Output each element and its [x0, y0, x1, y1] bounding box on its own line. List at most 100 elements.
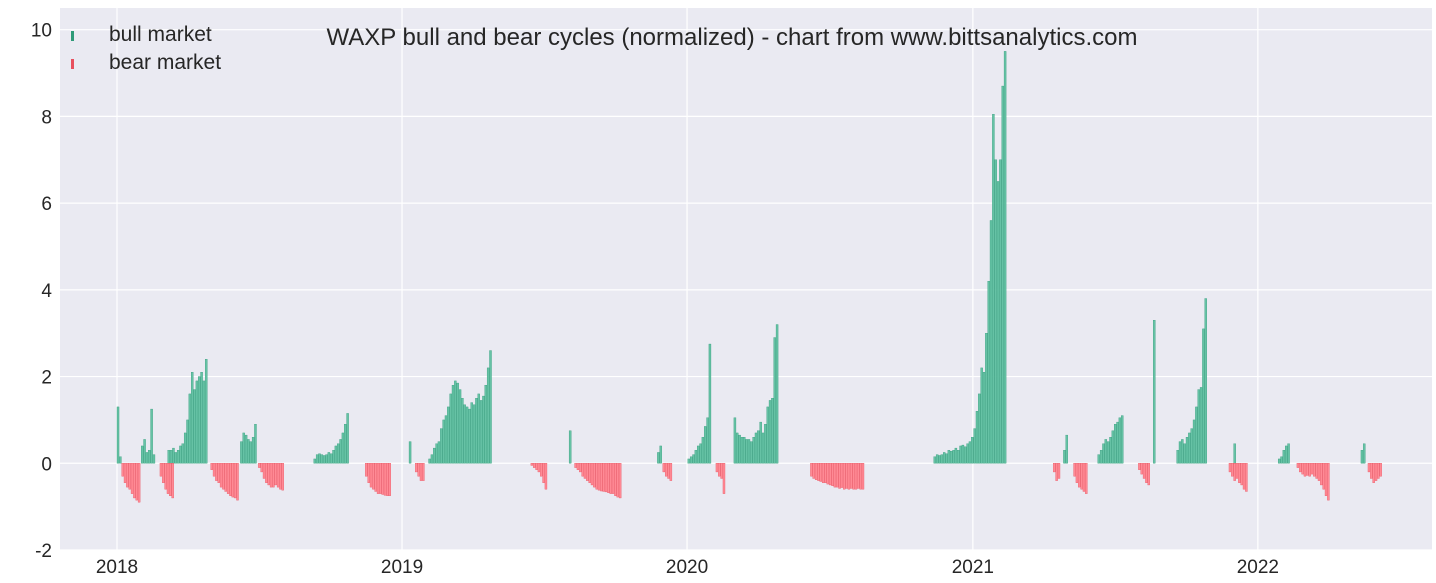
bull-bar — [985, 333, 988, 464]
bull-bar — [198, 376, 201, 464]
bull-bar — [750, 441, 753, 464]
bull-bar — [181, 443, 185, 464]
bear-bar — [166, 463, 170, 494]
bars-layer — [116, 51, 1382, 503]
bear-bar — [824, 463, 827, 483]
bull-bar — [950, 450, 953, 464]
bull-bar — [346, 413, 349, 464]
x-tick-label: 2020 — [666, 557, 708, 578]
bull-bar — [489, 350, 492, 464]
bear-bar — [817, 463, 820, 481]
bear-bar — [847, 463, 851, 490]
bull-bar — [938, 455, 941, 464]
bull-bar — [740, 437, 744, 464]
bull-bar — [745, 439, 748, 464]
bull-bar — [982, 372, 986, 464]
bear-bar — [1235, 463, 1239, 479]
bear-bar — [1073, 463, 1076, 477]
bear-bar — [169, 463, 172, 496]
bull-bar — [247, 439, 250, 464]
bull-bar — [1099, 450, 1103, 464]
bear-bar — [843, 463, 846, 490]
bear-bar — [1057, 463, 1061, 479]
bull-bar — [167, 450, 170, 464]
legend-swatch-bear — [71, 59, 74, 69]
bear-bar — [1310, 463, 1314, 475]
y-tick-label: 4 — [41, 281, 52, 302]
bull-bar — [978, 393, 981, 464]
bear-bar — [417, 463, 420, 477]
bull-bar — [191, 372, 194, 464]
bull-bar — [437, 441, 441, 464]
bear-bar — [415, 463, 418, 473]
bear-bar — [226, 463, 230, 494]
bull-bar — [205, 359, 208, 464]
bear-bar — [128, 463, 131, 490]
bear-bar — [276, 463, 280, 488]
bull-bar — [1003, 51, 1007, 464]
bear-bar — [852, 463, 855, 490]
bear-bar — [579, 463, 582, 473]
bull-bar — [933, 456, 937, 464]
bear-bar — [229, 463, 232, 496]
bear-bar — [164, 463, 167, 490]
bull-bar — [195, 380, 199, 464]
bull-bar — [954, 447, 958, 464]
bull-bar — [442, 419, 445, 464]
bull-bar — [768, 400, 772, 464]
bear-bar — [217, 463, 220, 483]
bear-bar — [854, 463, 858, 490]
bear-bar — [609, 463, 612, 494]
bull-bar — [484, 385, 488, 464]
bear-bar — [590, 463, 594, 486]
bull-bar — [463, 404, 466, 464]
bear-bar — [715, 463, 719, 473]
bull-bar — [704, 426, 707, 464]
bear-bar — [383, 463, 387, 496]
bear-bar — [604, 463, 608, 493]
bear-bar — [281, 463, 284, 491]
bear-bar — [1374, 463, 1378, 481]
bull-bar — [461, 398, 464, 464]
bear-bar — [162, 463, 165, 483]
bull-bar — [251, 437, 255, 464]
bull-bar — [940, 454, 944, 464]
bear-bar — [130, 463, 134, 494]
bear-bar — [1296, 463, 1300, 468]
bear-bar — [722, 463, 726, 494]
bear-bar — [159, 463, 163, 477]
bull-bar — [341, 432, 345, 464]
y-tick-label: 10 — [31, 21, 52, 42]
bull-bar — [475, 398, 478, 464]
bear-bar — [833, 463, 837, 488]
bull-bar — [1114, 424, 1117, 464]
bull-bar — [1277, 458, 1281, 464]
bull-bar — [1360, 450, 1364, 464]
bear-bar — [1324, 463, 1328, 496]
bear-bar — [365, 463, 368, 477]
bear-bar — [1145, 463, 1148, 483]
bull-bar — [1204, 298, 1207, 464]
bull-bar — [330, 453, 333, 464]
bull-bar — [325, 454, 328, 464]
bear-bar — [1242, 463, 1246, 490]
bull-bar — [249, 441, 252, 464]
bear-bar — [819, 463, 823, 482]
bull-bar — [482, 395, 485, 464]
bull-bar — [1178, 441, 1182, 464]
bull-bar — [743, 437, 746, 464]
bear-bar — [600, 463, 603, 492]
bull-bar — [775, 324, 779, 464]
bull-bar — [1109, 437, 1112, 464]
bear-bar — [1313, 463, 1316, 477]
bear-bar — [718, 463, 721, 477]
bear-bar — [1142, 463, 1146, 479]
bear-bar — [224, 463, 227, 492]
bull-bar — [966, 443, 969, 464]
y-tick-label: 6 — [41, 194, 52, 215]
bull-bar — [689, 456, 693, 464]
bear-bar — [1372, 463, 1375, 483]
bull-bar — [968, 441, 972, 464]
bear-bar — [669, 463, 673, 481]
bear-bar — [1233, 463, 1236, 481]
